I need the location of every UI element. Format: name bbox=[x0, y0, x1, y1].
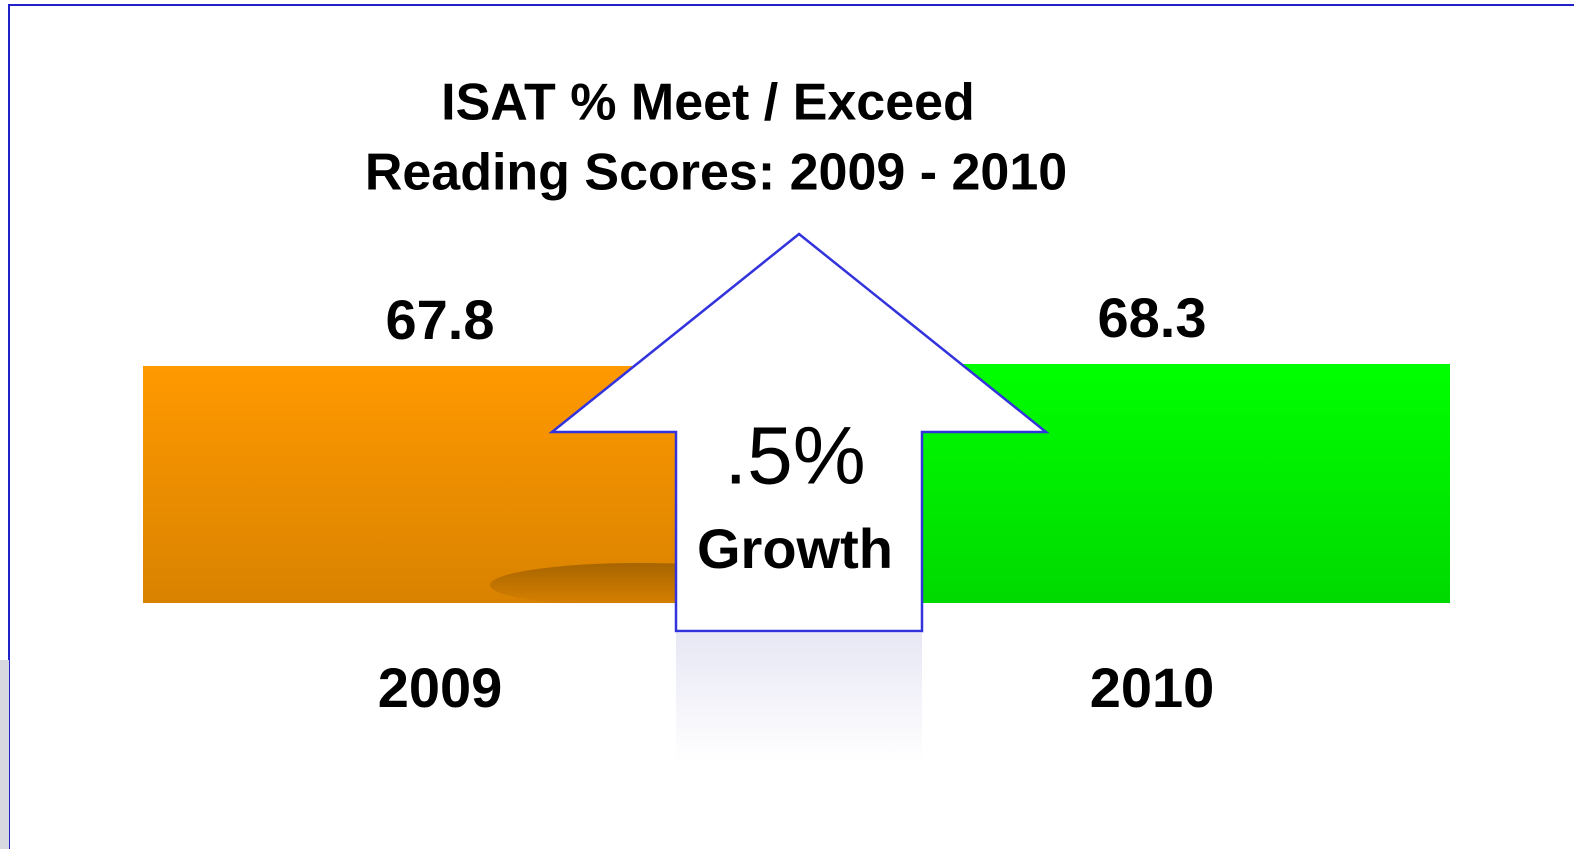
growth-label: Growth bbox=[697, 517, 893, 580]
frame bbox=[8, 4, 1574, 849]
bar-value: 68.3 bbox=[1098, 286, 1207, 349]
bar-label: 2009 bbox=[378, 656, 503, 719]
growth-value: .5% bbox=[724, 411, 865, 502]
bar-label: 2010 bbox=[1090, 656, 1215, 719]
bar-value: 67.8 bbox=[386, 288, 495, 351]
side-strip bbox=[0, 660, 9, 849]
growth-arrow bbox=[548, 232, 1050, 633]
title-line: ISAT % Meet / Exceed bbox=[441, 74, 975, 132]
title-line: Reading Scores: 2009 - 2010 bbox=[365, 144, 1067, 202]
reflection bbox=[676, 633, 922, 763]
